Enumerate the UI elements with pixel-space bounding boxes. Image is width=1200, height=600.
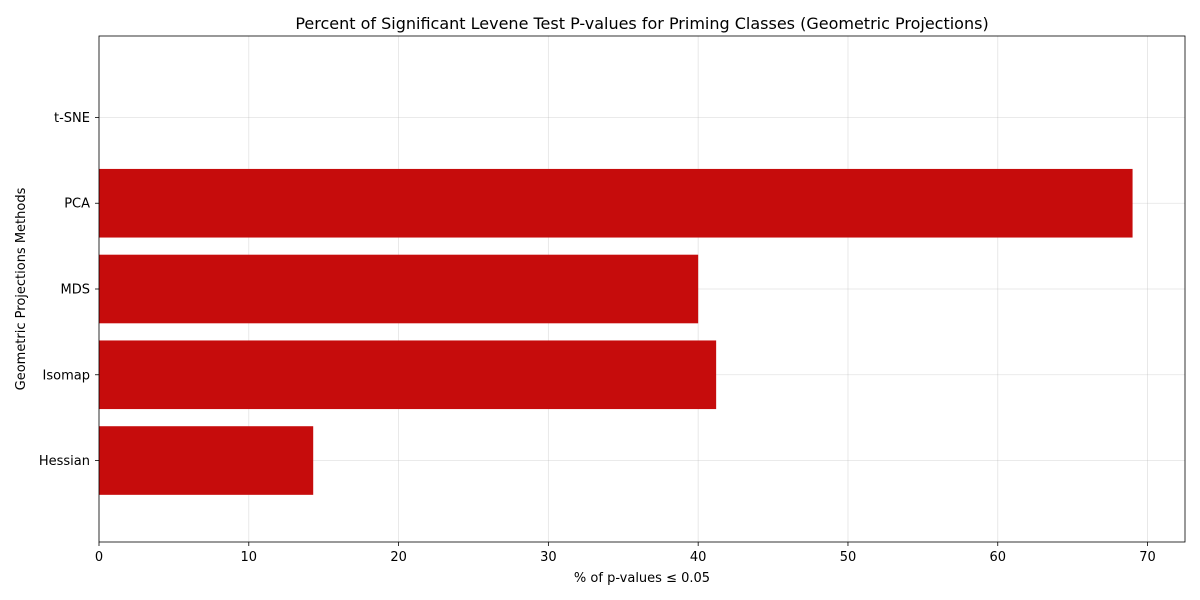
x-tick-label: 0	[95, 550, 103, 565]
x-tick-label: 50	[840, 550, 857, 565]
x-tick-label: 10	[241, 550, 258, 565]
x-tick-label: 40	[690, 550, 707, 565]
bar-pca	[99, 168, 1133, 238]
ticks-layer: 0 10 20 30 40 50 60 70 Hessian Isomap MDS PCA t-SNE	[39, 111, 1156, 565]
bars-layer	[99, 168, 1133, 495]
x-tick-label: 60	[989, 550, 1006, 565]
y-tick-label: PCA	[64, 197, 90, 212]
x-axis-label: % of p-values ≤ 0.05	[574, 571, 710, 586]
chart-title: Percent of Significant Levene Test P-val…	[295, 14, 988, 33]
x-tick-label: 20	[390, 550, 407, 565]
bar-hessian	[99, 426, 314, 495]
bar-mds	[99, 254, 699, 324]
y-tick-label: MDS	[61, 283, 90, 298]
y-tick-label: Isomap	[43, 368, 90, 383]
x-tick-label: 70	[1139, 550, 1156, 565]
y-tick-label: t-SNE	[54, 111, 90, 126]
y-tick-label: Hessian	[39, 454, 90, 469]
bar-isomap	[99, 340, 717, 410]
x-tick-label: 30	[540, 550, 557, 565]
y-axis-label: Geometric Projections Methods	[14, 187, 29, 390]
